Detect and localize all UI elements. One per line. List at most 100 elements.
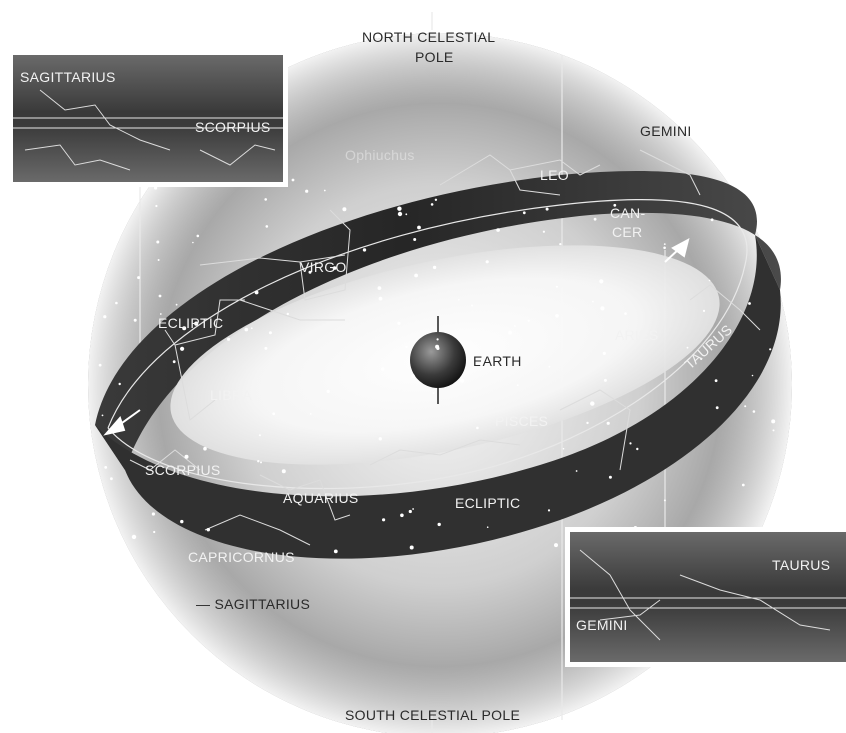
arrow-left-icon [103,416,126,436]
star [548,365,551,368]
star [408,509,412,514]
star [333,549,338,554]
star [413,238,417,241]
star [98,363,102,367]
virgo-label: VIRGO [300,259,347,275]
star [686,346,689,349]
star [323,189,326,192]
star [332,266,337,270]
star [192,241,194,244]
star [182,326,187,331]
star [175,303,178,306]
star [554,543,558,548]
star [417,225,421,230]
inset-gemini-label: GEMINI [576,617,628,633]
star [458,298,460,301]
star [608,475,612,479]
star [708,279,711,282]
scorpius-label: SCORPIUS [145,462,221,478]
star [104,466,108,469]
star [115,301,118,305]
star [258,434,261,437]
star [265,225,269,228]
star [251,327,253,330]
star [527,319,530,322]
star [710,218,714,222]
star [159,313,162,315]
star [593,217,597,221]
star [203,446,207,451]
star [133,318,137,322]
star [380,367,385,371]
star [436,346,440,350]
south-pole-label: SOUTH CELESTIAL POLE [345,707,520,723]
star [636,447,639,451]
star [562,447,565,450]
star [180,346,185,351]
star [118,382,121,386]
star [592,300,594,303]
star [305,189,309,193]
ecliptic-label-lower: ECLIPTIC [455,495,520,511]
star [471,304,473,307]
cancer-label-line2: CER [612,224,642,240]
ecliptic-label-upper: ECLIPTIC [158,315,223,331]
star [257,460,260,463]
star [196,234,200,238]
star [602,351,606,355]
star [771,419,776,424]
star [522,211,526,215]
star [172,360,176,364]
star [194,321,199,326]
star [410,374,415,379]
star [397,321,401,325]
star [155,204,158,208]
faded-constellation-label: Ophiuchus [345,147,415,163]
star [514,325,516,327]
star [405,213,408,216]
star [362,248,367,252]
gemini-label: GEMINI [640,123,692,139]
star [496,228,500,232]
star [547,509,551,512]
star [751,374,754,377]
libra-label: LIBRA [210,387,252,403]
star [156,240,160,244]
star [599,279,604,284]
star [752,410,756,413]
star [476,426,479,430]
star [382,518,386,522]
star [227,337,231,341]
star [432,265,437,270]
star [486,526,489,528]
star [206,528,210,532]
inset-bottom-right: TAURUS GEMINI [565,527,846,667]
aquarius-label: AQUARIUS [283,490,359,506]
star [516,384,519,387]
star [151,512,155,516]
star [153,530,156,534]
star [613,203,617,207]
star [110,477,113,481]
star [437,522,441,527]
star [254,290,259,295]
star [748,302,751,305]
star [103,315,107,319]
star [715,406,719,410]
north-pole-label-line1: NORTH CELESTIAL [362,29,495,45]
aries-label: ARIES [615,327,659,343]
star [377,286,382,290]
star [264,346,268,350]
pisces-label: PISCES [495,413,548,429]
star [137,276,141,280]
star [286,312,289,316]
star [409,545,414,550]
star [434,198,438,201]
star [480,364,483,367]
cancer-label-line1: CAN- [610,205,645,221]
star [586,421,589,425]
star [430,203,434,206]
constellation-lines [129,149,761,546]
star [268,331,272,335]
